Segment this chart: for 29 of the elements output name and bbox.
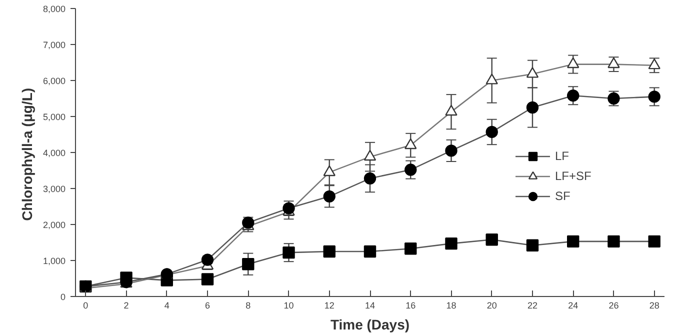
x-tick-label: 26	[608, 300, 619, 310]
y-tick-label: 1,000	[42, 256, 66, 266]
x-tick-label: 22	[527, 300, 538, 310]
y-tick-label: 0	[60, 292, 66, 302]
x-tick-label: 28	[649, 300, 660, 310]
x-tick-label: 10	[284, 300, 294, 310]
x-tick-label: 2	[124, 300, 129, 310]
y-tick-label: 5,000	[42, 112, 66, 122]
y-tick-label: 2,000	[42, 220, 66, 230]
y-axis-title: Chlorophyll-a (μg/L)	[18, 88, 35, 221]
x-tick-label: 0	[83, 300, 88, 310]
legend-label: LF	[555, 149, 570, 163]
y-tick-label: 6,000	[42, 76, 66, 86]
y-tick-label: 8,000	[42, 4, 66, 14]
x-tick-label: 12	[324, 300, 334, 310]
x-tick-label: 20	[486, 300, 497, 310]
legend-label: LF+SF	[555, 169, 592, 183]
x-tick-label: 8	[246, 300, 251, 310]
x-tick-label: 4	[164, 300, 170, 310]
y-tick-label: 4,000	[42, 148, 66, 158]
y-tick-label: 3,000	[42, 184, 66, 194]
x-tick-label: 16	[406, 300, 416, 310]
legend-label: SF	[555, 189, 572, 203]
x-tick-label: 18	[446, 300, 456, 310]
x-tick-label: 14	[364, 300, 376, 310]
x-tick-label: 24	[568, 300, 578, 310]
y-tick-label: 7,000	[42, 40, 66, 50]
x-tick-label: 6	[205, 300, 210, 310]
x-axis-title: Time (Days)	[330, 316, 410, 332]
